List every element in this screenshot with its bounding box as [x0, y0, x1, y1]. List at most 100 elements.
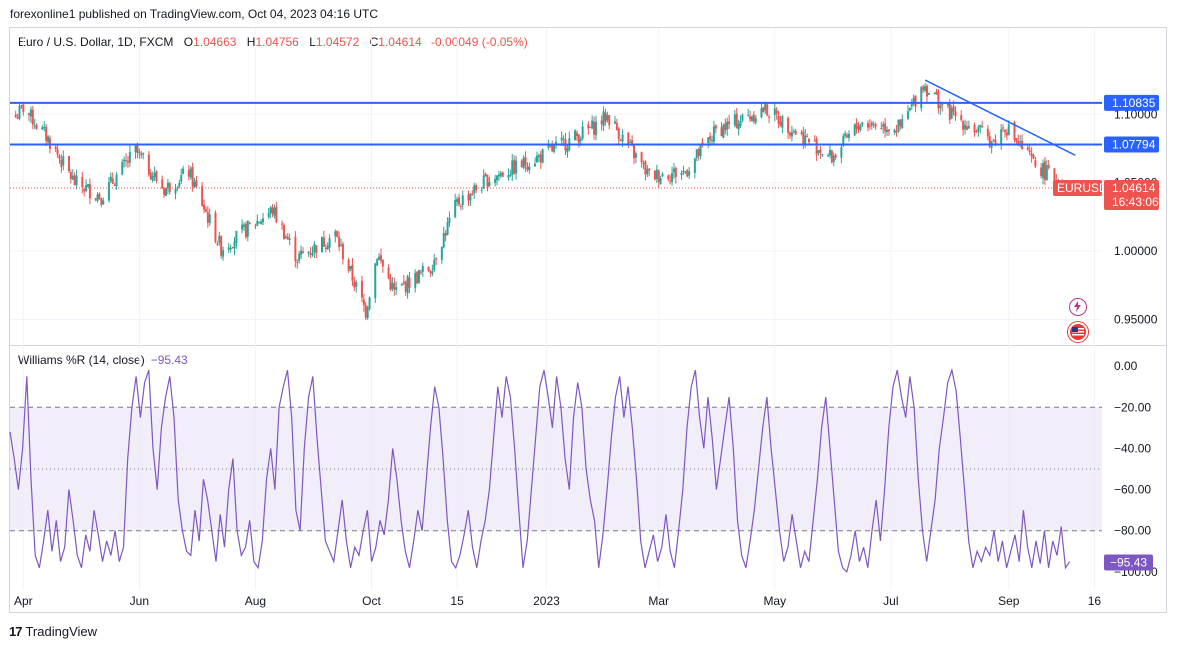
candle-body — [155, 171, 158, 182]
candle-body — [861, 122, 864, 125]
candle-body — [88, 183, 91, 199]
candle-body — [724, 123, 727, 131]
countdown-label: 16:43:06 — [1112, 195, 1159, 209]
candle-body — [526, 165, 529, 171]
flag-icon[interactable] — [1068, 322, 1088, 342]
candle-body — [1032, 155, 1035, 159]
candle-body — [553, 144, 556, 152]
candle-body — [659, 178, 662, 184]
candle-body — [444, 232, 447, 236]
candle-body — [897, 119, 900, 132]
candle-body — [336, 230, 339, 237]
candle-body — [1026, 147, 1029, 150]
candle-body — [631, 140, 634, 146]
candle-body — [83, 189, 86, 192]
candle-body — [589, 126, 592, 128]
trendline[interactable] — [924, 79, 1076, 157]
pane-divider[interactable] — [9, 345, 1167, 346]
symbol-tag-label: EURUSD — [1057, 181, 1108, 195]
candle-body — [362, 299, 365, 305]
candle-body — [739, 120, 742, 126]
time-axis-label: Jul — [883, 594, 898, 608]
candle-body — [461, 195, 464, 205]
indicator-title: Williams %R (14, close) — [18, 353, 145, 367]
candle-body — [418, 270, 421, 283]
candle-body — [937, 92, 940, 109]
tradingview-logo[interactable]: 17 TradingView — [9, 624, 97, 639]
candle-body — [524, 157, 527, 166]
candle-body — [321, 236, 323, 253]
candle-body — [353, 281, 356, 288]
candle-body — [176, 187, 179, 189]
candle-body — [977, 127, 980, 132]
candle-body — [189, 168, 192, 178]
candle-body — [648, 168, 651, 171]
candle-body — [613, 121, 616, 124]
candle-body — [16, 117, 19, 119]
candle-body — [341, 243, 344, 260]
candle-body — [712, 126, 715, 142]
wr-axis-label: −60.00 — [1114, 483, 1151, 497]
candle-body — [163, 188, 166, 196]
candle-body — [1047, 165, 1050, 168]
candle-body — [178, 182, 181, 187]
high-value: 1.04756 — [255, 35, 299, 49]
candle-body — [960, 115, 963, 120]
candle-body — [435, 257, 438, 260]
candle-body — [933, 93, 936, 95]
candle-body — [393, 282, 396, 290]
candle-body — [981, 126, 984, 128]
candle-body — [140, 153, 143, 156]
candle-body — [910, 102, 913, 107]
wr-axis-label: −40.00 — [1114, 441, 1151, 455]
candle-body — [939, 105, 942, 109]
candle-body — [69, 172, 72, 179]
candle-body — [340, 244, 343, 246]
candle-body — [781, 115, 784, 128]
wr-series-line[interactable] — [9, 367, 1071, 574]
lightning-icon[interactable] — [1069, 298, 1087, 316]
candle-body — [231, 247, 234, 249]
candle-body — [1000, 129, 1003, 145]
candle-body — [608, 115, 611, 126]
candle-body — [842, 135, 845, 146]
candle-body — [378, 256, 381, 260]
candle-body — [509, 174, 512, 176]
candle-body — [326, 245, 329, 250]
candle-body — [539, 154, 542, 163]
candle-body — [151, 176, 154, 181]
candle-body — [174, 189, 177, 194]
candle-body — [246, 221, 249, 237]
candle-body — [1007, 124, 1010, 136]
candle-body — [941, 104, 944, 106]
candle-body — [107, 182, 110, 201]
candle-body — [513, 159, 516, 175]
candle-body — [391, 283, 394, 289]
candle-body — [707, 137, 710, 143]
candle-body — [288, 238, 291, 240]
indicator-value: −95.43 — [150, 353, 188, 367]
candle-body — [661, 173, 664, 177]
candle-body — [946, 103, 949, 106]
candle-body — [602, 111, 605, 126]
candle-body — [494, 179, 497, 183]
change-value: -0.00049 (-0.05%) — [431, 35, 528, 49]
candle-body — [389, 278, 392, 290]
candle-body — [655, 169, 658, 180]
candle-body — [566, 148, 569, 153]
candle-body — [214, 212, 217, 242]
candle-body — [480, 189, 483, 191]
candle-body — [906, 111, 909, 119]
symbol-tag — [1053, 179, 1102, 196]
candle-body — [416, 271, 419, 284]
candle-body — [387, 267, 390, 279]
high-label: H — [246, 35, 256, 49]
candle-body — [591, 120, 594, 129]
candle-body — [535, 155, 538, 163]
candle-body — [701, 142, 704, 145]
candle-body — [830, 150, 833, 163]
candle-body — [20, 105, 23, 107]
candle-body — [644, 161, 647, 175]
candle-body — [313, 243, 316, 253]
